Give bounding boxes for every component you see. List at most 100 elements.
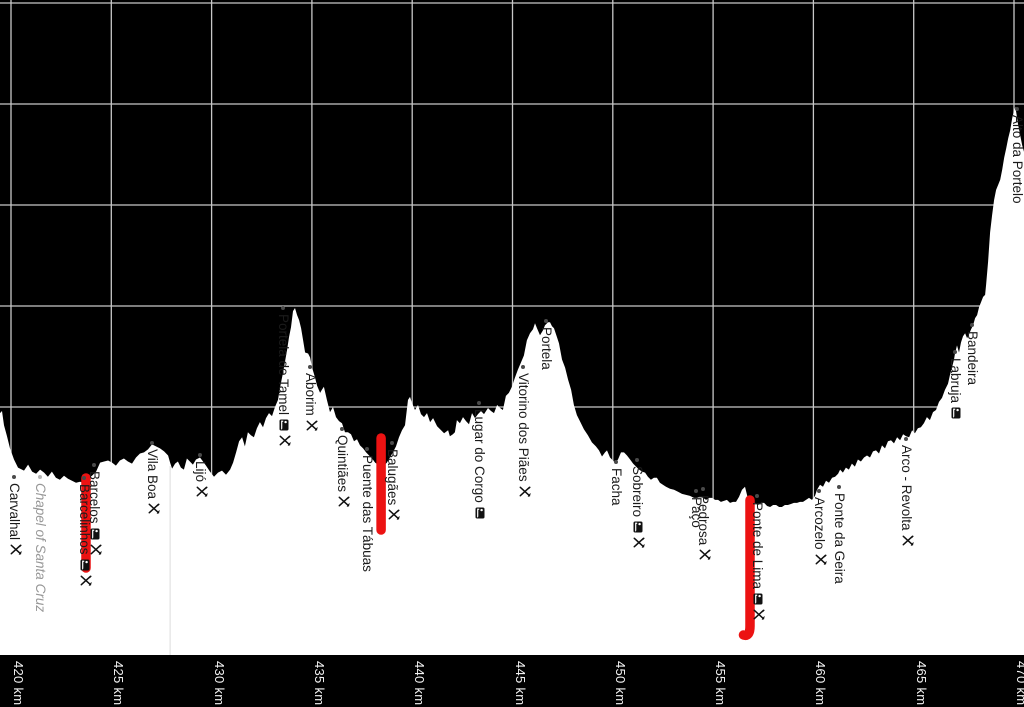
restaurant-icon: [750, 609, 765, 620]
place-label-text: Portela: [539, 327, 554, 370]
place-label: Puente das Tábuas: [360, 447, 375, 572]
anchor-dot: [1015, 107, 1020, 112]
anchor-dot: [953, 349, 958, 354]
place-label-text: Ponte da Geira: [832, 492, 848, 584]
place-label: Carvalhal: [7, 474, 22, 555]
anchor-dot: [701, 486, 706, 491]
place-label-text: Facha: [609, 467, 624, 506]
anchor-dot: [614, 459, 619, 464]
axis-tick-label: 450 km: [612, 661, 628, 706]
place-label-text: Labruja: [948, 357, 963, 403]
anchor-dot: [904, 437, 909, 442]
place-label: Vitorino dos Piães: [515, 364, 531, 497]
place-label: Aborim: [303, 364, 319, 431]
place-label: Lijó: [193, 452, 208, 497]
bed-icon: [87, 527, 102, 539]
anchor-dot: [281, 306, 286, 310]
place-label-text: Aborim: [303, 372, 319, 416]
place-label-text: Balugães: [384, 449, 400, 506]
anchor-dot: [340, 427, 345, 432]
anchor-dot: [817, 488, 822, 493]
place-label-text: Lugar do Corgo: [472, 409, 487, 503]
place-label: Bandeira: [965, 323, 980, 385]
place-label-text: Alto da Portelo: [1010, 115, 1024, 204]
place-label: Chapel of Santa Cruz: [33, 474, 49, 612]
axis-tick-label: 425 km: [111, 661, 127, 706]
place-label: Pedrosa: [696, 486, 712, 560]
anchor-dot: [477, 401, 482, 405]
place-label: Arco - Revolta: [899, 437, 914, 546]
place-label: Ponte da Geira: [832, 484, 848, 584]
bed-icon: [750, 593, 765, 605]
axis-tick-label: 445 km: [512, 661, 528, 706]
restaurant-icon: [335, 496, 350, 508]
place-label: Quintiães: [335, 427, 350, 508]
axis-tick-label: 440 km: [412, 661, 428, 706]
place-label: Alto da Portelo: [1010, 107, 1024, 204]
bed-icon: [948, 407, 963, 419]
axis-tick-label: 465 km: [913, 661, 929, 706]
anchor-dot: [521, 364, 526, 369]
restaurant-icon: [899, 535, 914, 546]
place-label-text: Carvalhal: [7, 482, 22, 540]
restaurant-icon: [193, 486, 208, 497]
axis-tick-label: 460 km: [813, 661, 829, 706]
place-label: Barcelinhos: [77, 475, 92, 586]
restaurant-icon: [630, 537, 645, 548]
place-label: Facha: [609, 459, 624, 506]
place-label-text: Pedrosa: [696, 494, 712, 546]
restaurant-icon: [7, 544, 22, 555]
place-label-text: Arcozelo: [812, 496, 827, 550]
bed-icon: [276, 419, 291, 431]
anchor-dot: [635, 457, 640, 462]
chart-canvas: [0, 0, 1024, 655]
anchor-dot: [544, 319, 549, 324]
anchor-dot: [12, 474, 17, 479]
anchor-dot: [92, 462, 97, 467]
bed-icon: [77, 558, 92, 570]
stage-marker: [738, 495, 755, 641]
axis-tick-label: 455 km: [713, 661, 729, 706]
place-label-text: Puente das Tábuas: [360, 455, 376, 573]
place-label-text: Arco - Revolta: [899, 445, 915, 531]
axis-tick-label: 470 km: [1014, 661, 1024, 706]
anchor-dot: [390, 441, 395, 446]
place-label: Ponte de Lima: [750, 493, 765, 620]
place-label-text: Vila Boa: [145, 449, 160, 500]
anchor-dot: [38, 474, 43, 479]
restaurant-icon: [87, 543, 102, 554]
restaurant-icon: [516, 485, 531, 496]
anchor-dot: [837, 484, 842, 489]
restaurant-icon: [303, 419, 318, 431]
place-label-text: Bandeira: [965, 331, 981, 386]
anchor-dot: [365, 447, 370, 452]
place-label: Labruja: [948, 349, 963, 419]
restaurant-icon: [276, 435, 291, 446]
anchor-dot: [755, 493, 760, 498]
place-label-text: Ponte de Lima: [750, 501, 765, 589]
place-label: Portela de Tamel: [276, 306, 291, 446]
axis-tick-label: 420 km: [11, 661, 26, 706]
anchor-dot: [308, 364, 313, 369]
bed-icon: [630, 521, 645, 533]
place-label-text: Vitorino dos Piães: [515, 372, 531, 482]
place-label-text: Lijó: [193, 460, 208, 482]
place-label: Lugar do Corgo: [472, 401, 487, 519]
bed-icon: [472, 507, 487, 519]
restaurant-icon: [812, 553, 827, 565]
place-label-text: Chapel of Santa Cruz: [33, 482, 49, 612]
place-label: Sobreiro: [630, 457, 645, 548]
place-label-text: Barcelos: [87, 470, 102, 524]
anchor-dot: [970, 323, 975, 328]
restaurant-icon: [385, 510, 400, 521]
restaurant-icon: [145, 503, 160, 515]
place-label: Balugães: [384, 441, 400, 521]
restaurant-icon: [77, 574, 92, 586]
x-axis-bar: [0, 655, 1024, 707]
place-label-text: Portela de Tamel: [276, 314, 291, 416]
place-label: Vila Boa: [145, 441, 160, 515]
restaurant-icon: [696, 549, 711, 560]
axis-tick-label: 430 km: [211, 661, 227, 706]
place-label: Barcelos: [87, 462, 102, 555]
